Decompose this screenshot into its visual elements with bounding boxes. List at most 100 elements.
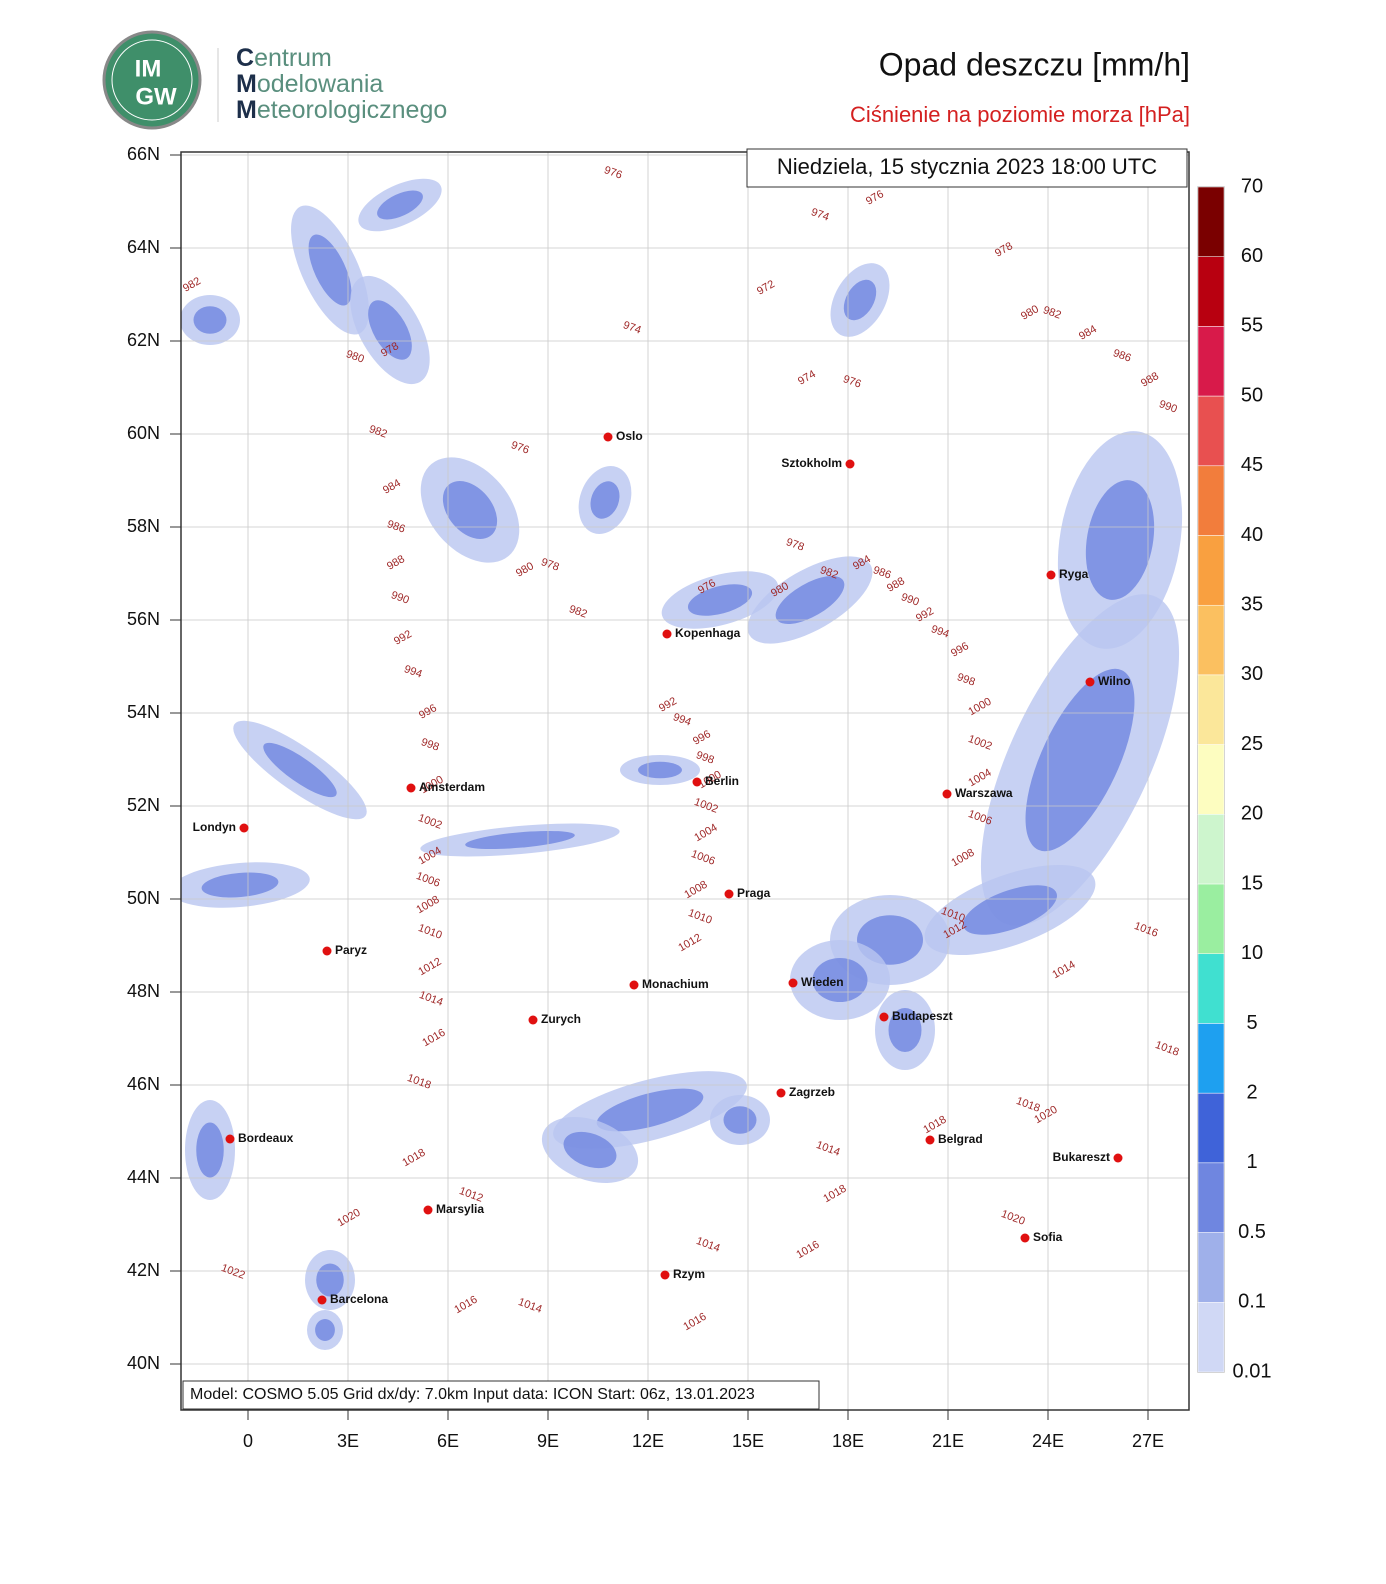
colorbar-segment [1197,1023,1225,1094]
precip-core [308,234,352,306]
city-label: Barcelona [330,1292,388,1306]
isobar-label: 990 [1157,398,1178,416]
date-box [746,148,1188,188]
x-tick-label: 3E [337,1431,359,1451]
city-label: Kopenhaga [675,626,741,640]
colorbar-segment [1197,744,1225,815]
x-tick-label: 9E [537,1431,559,1451]
city-label: Londyn [193,820,236,834]
city-label: Zagrzeb [789,1085,835,1099]
city-label: Ryga [1059,567,1089,581]
city-marker [788,978,798,988]
x-tick-label: 12E [632,1431,664,1451]
city-marker [724,889,734,899]
precip-core [843,279,877,321]
colorbar-segment [1197,814,1225,885]
y-tick-label: 48N [127,981,160,1001]
y-tick-label: 56N [127,609,160,629]
precip-core [775,576,845,624]
colorbar-segment [1197,395,1225,467]
footer-box [182,1380,820,1410]
city-label: Paryz [335,943,367,957]
city-label: Warszawa [955,786,1013,800]
precip-core [201,872,279,898]
city-marker [239,823,249,833]
city-marker [879,1012,889,1022]
y-tick-label: 54N [127,702,160,722]
colorbar-segment [1197,1092,1225,1164]
city-marker [225,1134,235,1144]
precip-core [687,584,753,616]
isobar-label: 994 [671,711,692,729]
colorbar-label: 45 [1241,454,1263,476]
isobar-label: 980 [344,348,365,366]
city-label: Sofia [1033,1230,1063,1244]
city-marker [317,1295,327,1305]
isobar-label: 978 [539,556,560,574]
subtitle: Ciśnienie na poziomie morza [hPa] [850,102,1190,127]
colorbar-label: 40 [1241,524,1263,546]
map-frame [180,151,1190,1411]
city-label: Oslo [616,429,643,443]
isobar-label: 976 [602,164,623,182]
precip-core [442,481,498,539]
city-marker [942,789,952,799]
brand-line: Centrum [236,44,332,72]
city-label: Sztokholm [781,456,842,470]
isobar-label: 974 [809,206,830,224]
isobar-label: 994 [402,663,423,681]
colorbar-segment [1197,1232,1225,1303]
y-tick-label: 64N [127,237,160,257]
logo-ring [111,39,193,121]
precip-core [377,190,423,220]
city-marker [322,946,332,956]
city-label: Budapeszt [892,1009,953,1023]
isobar-label: 998 [694,749,715,767]
city-label: Marsylia [436,1202,484,1216]
colorbar-label: 35 [1241,594,1263,616]
precip-core [368,300,412,360]
isobar-label: 998 [955,671,976,689]
colorbar-segment [1197,674,1225,745]
city-marker [1046,570,1056,580]
isobar-label: 986 [871,564,892,582]
precip-core [638,761,682,779]
logo-text: IM [135,55,162,82]
colorbar-label: 25 [1241,733,1263,755]
precip-core [193,306,227,334]
precip-core [812,958,868,1002]
city-marker [776,1088,786,1098]
precip-core [316,1263,344,1297]
isobar-label: 998 [419,736,440,754]
colorbar-label: 30 [1241,663,1263,685]
isobar-label: 982 [567,603,588,621]
precip-core [1085,480,1155,600]
city-marker [692,777,702,787]
colorbar-label: 60 [1241,245,1263,267]
isobar-label: 976 [841,373,862,391]
colorbar-label: 5 [1246,1012,1257,1034]
isobar-label: 990 [899,591,920,609]
isobar-label: 976 [509,439,530,457]
y-tick-label: 58N [127,516,160,536]
city-label: Belgrad [938,1132,983,1146]
isobar-label: 978 [784,536,805,554]
city-marker [925,1135,935,1145]
precip-core [888,1008,922,1052]
footer: Model: COSMO 5.05 Grid dx/dy: 7.0km Inpu… [190,1386,755,1403]
colorbar-segment [1197,326,1225,397]
precip-core [465,830,575,850]
x-tick-label: 6E [437,1431,459,1451]
isobar-label: 994 [929,623,950,641]
colorbar-segment [1197,1162,1225,1233]
city-marker [423,1205,433,1215]
precip-core [263,742,337,798]
isobar-label: 986 [385,518,406,536]
colorbar-label: 50 [1241,384,1263,406]
logo-circle [102,30,202,130]
x-tick-label: 0 [243,1431,253,1451]
x-tick-label: 21E [932,1431,964,1451]
colorbar-label: 15 [1241,872,1263,894]
x-tick-label: 18E [832,1431,864,1451]
